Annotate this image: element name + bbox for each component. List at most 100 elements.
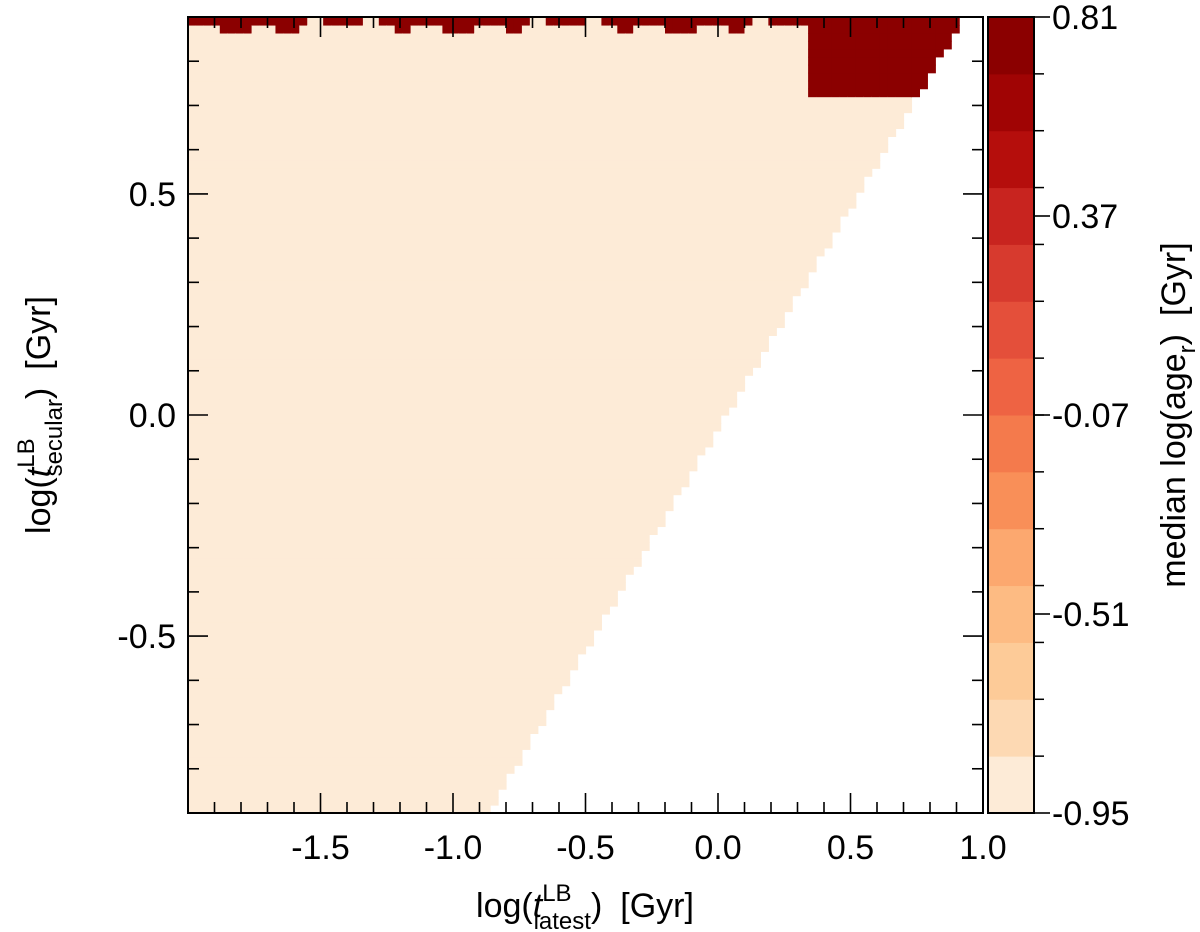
heatmap-cell bbox=[188, 781, 197, 790]
heatmap-cell bbox=[553, 32, 563, 42]
heatmap-cell bbox=[378, 120, 388, 130]
heatmap-cell bbox=[466, 319, 475, 329]
heatmap-cell bbox=[299, 709, 308, 719]
heatmap-cell bbox=[299, 144, 308, 153]
heatmap-cell bbox=[426, 104, 436, 114]
heatmap-cell bbox=[450, 223, 459, 233]
heatmap-cell bbox=[569, 335, 579, 344]
heatmap-cell bbox=[434, 17, 443, 26]
heatmap-cell bbox=[513, 693, 523, 703]
heatmap-cell bbox=[354, 48, 364, 58]
heatmap-cell bbox=[291, 430, 300, 440]
heatmap-cell bbox=[498, 534, 507, 543]
heatmap-cell bbox=[203, 32, 213, 42]
heatmap-cell bbox=[466, 72, 475, 82]
heatmap-cell bbox=[394, 725, 404, 734]
heatmap-cell bbox=[593, 558, 602, 567]
heatmap-cell bbox=[259, 789, 269, 798]
heatmap-cell bbox=[458, 446, 467, 456]
heatmap-cell bbox=[434, 120, 443, 130]
heatmap-cell bbox=[362, 733, 372, 742]
heatmap-cell bbox=[450, 208, 459, 217]
heatmap-cell bbox=[378, 152, 388, 161]
heatmap-cell bbox=[331, 797, 340, 806]
heatmap-cell bbox=[553, 184, 563, 193]
heatmap-cell bbox=[545, 351, 555, 360]
heatmap-cell bbox=[553, 391, 563, 400]
heatmap-cell bbox=[315, 415, 324, 424]
heatmap-cell bbox=[537, 661, 547, 671]
heatmap-cell bbox=[593, 606, 602, 615]
heatmap-cell bbox=[410, 709, 420, 719]
heatmap-cell bbox=[307, 781, 316, 790]
heatmap-cell bbox=[402, 208, 412, 217]
heatmap-cell bbox=[418, 765, 428, 774]
heatmap-cell bbox=[553, 343, 563, 352]
heatmap-cell bbox=[466, 415, 475, 424]
heatmap-cell bbox=[291, 239, 300, 249]
heatmap-cell bbox=[378, 438, 388, 448]
heatmap-cell bbox=[203, 176, 213, 185]
heatmap-cell bbox=[418, 725, 428, 734]
heatmap-cell bbox=[410, 446, 420, 456]
heatmap-cell bbox=[195, 287, 205, 297]
heatmap-cell bbox=[569, 72, 579, 82]
heatmap-cell bbox=[458, 550, 467, 559]
heatmap-cell bbox=[307, 526, 316, 535]
heatmap-cell bbox=[513, 558, 523, 567]
heatmap-cell bbox=[307, 415, 316, 424]
heatmap-cell bbox=[418, 247, 428, 257]
heatmap-cell bbox=[434, 773, 443, 782]
heatmap-cell bbox=[442, 239, 451, 249]
heatmap-cell bbox=[386, 534, 396, 543]
heatmap-cell bbox=[506, 725, 515, 734]
heatmap-cell bbox=[219, 773, 229, 782]
heatmap-cell bbox=[362, 446, 372, 456]
heatmap-cell bbox=[259, 351, 269, 360]
heatmap-cell bbox=[513, 40, 523, 50]
heatmap-cell bbox=[251, 255, 261, 265]
heatmap-cell bbox=[402, 741, 412, 750]
heatmap-cell bbox=[561, 168, 571, 177]
heatmap-cell bbox=[458, 80, 467, 90]
heatmap-cell bbox=[410, 438, 420, 448]
heatmap-cell bbox=[593, 446, 602, 456]
heatmap-cell bbox=[299, 558, 308, 567]
heatmap-cell bbox=[426, 343, 436, 352]
heatmap-cell bbox=[426, 311, 436, 321]
heatmap-cell bbox=[529, 216, 539, 225]
heatmap-cell bbox=[259, 765, 269, 774]
heatmap-cell bbox=[362, 176, 372, 185]
heatmap-cell bbox=[402, 669, 412, 679]
heatmap-cell bbox=[593, 598, 602, 607]
heatmap-cell bbox=[513, 160, 523, 169]
heatmap-cell bbox=[490, 773, 499, 782]
heatmap-cell bbox=[315, 120, 324, 130]
heatmap-cell bbox=[442, 590, 451, 599]
heatmap-cell bbox=[227, 542, 237, 551]
heatmap-cell bbox=[569, 295, 579, 305]
heatmap-cell bbox=[259, 184, 269, 193]
heatmap-cell bbox=[188, 701, 197, 711]
heatmap-cell bbox=[418, 669, 428, 679]
heatmap-cell bbox=[211, 192, 221, 201]
heatmap-cell bbox=[490, 24, 499, 34]
heatmap-cell bbox=[211, 621, 221, 631]
heatmap-cell bbox=[315, 399, 324, 408]
heatmap-cell bbox=[370, 88, 380, 98]
heatmap-cell bbox=[251, 200, 261, 209]
heatmap-cell bbox=[347, 152, 356, 161]
heatmap-cell bbox=[466, 255, 475, 265]
heatmap-cell bbox=[188, 40, 197, 50]
heatmap-cell bbox=[402, 216, 412, 225]
heatmap-cell bbox=[378, 319, 388, 329]
heatmap-cell bbox=[561, 446, 571, 456]
heatmap-cell bbox=[434, 391, 443, 400]
heatmap-cell bbox=[203, 574, 213, 583]
heatmap-cell bbox=[235, 391, 245, 400]
heatmap-cell bbox=[227, 566, 237, 575]
heatmap-cell bbox=[331, 231, 340, 241]
heatmap-cell bbox=[402, 446, 412, 456]
heatmap-cell bbox=[513, 144, 523, 153]
heatmap-cell bbox=[267, 391, 277, 400]
